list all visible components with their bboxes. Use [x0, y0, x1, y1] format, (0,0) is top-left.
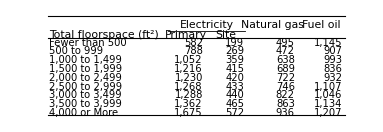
Text: Fuel oil: Fuel oil — [302, 20, 340, 30]
Text: 788: 788 — [184, 46, 203, 56]
Text: 1,500 to 1,999: 1,500 to 1,999 — [49, 64, 123, 74]
Text: 433: 433 — [226, 82, 244, 92]
Text: 932: 932 — [323, 73, 342, 83]
Text: 836: 836 — [324, 64, 342, 74]
Text: Site: Site — [216, 30, 236, 40]
Text: 993: 993 — [323, 55, 342, 65]
Text: 415: 415 — [225, 64, 244, 74]
Text: 746: 746 — [276, 82, 295, 92]
Text: 1,268: 1,268 — [174, 82, 203, 92]
Text: 472: 472 — [276, 46, 295, 56]
Text: 3,500 to 3,999: 3,500 to 3,999 — [49, 99, 122, 109]
Text: Primary: Primary — [165, 30, 207, 40]
Text: 500 to 999: 500 to 999 — [49, 46, 103, 56]
Text: 863: 863 — [276, 99, 295, 109]
Text: 495: 495 — [276, 38, 295, 48]
Text: 582: 582 — [184, 38, 203, 48]
Text: 822: 822 — [276, 90, 295, 100]
Text: 1,362: 1,362 — [174, 99, 203, 109]
Text: 1,134: 1,134 — [314, 99, 342, 109]
Text: 420: 420 — [226, 73, 244, 83]
Text: 1,207: 1,207 — [314, 108, 342, 118]
Text: 1,230: 1,230 — [174, 73, 203, 83]
Text: 269: 269 — [225, 46, 244, 56]
Text: 722: 722 — [276, 73, 295, 83]
Text: 359: 359 — [225, 55, 244, 65]
Text: 1,145: 1,145 — [314, 38, 342, 48]
Text: 199: 199 — [225, 38, 244, 48]
Text: 1,216: 1,216 — [174, 64, 203, 74]
Text: 4,000 or More: 4,000 or More — [49, 108, 118, 118]
Text: 440: 440 — [226, 90, 244, 100]
Text: 1,046: 1,046 — [314, 90, 342, 100]
Text: 1,052: 1,052 — [174, 55, 203, 65]
Text: 2,500 to 2,999: 2,500 to 2,999 — [49, 82, 123, 92]
Text: 465: 465 — [225, 99, 244, 109]
Text: 638: 638 — [276, 55, 295, 65]
Text: 1,288: 1,288 — [174, 90, 203, 100]
Text: Fewer than 500: Fewer than 500 — [49, 38, 127, 48]
Text: 936: 936 — [276, 108, 295, 118]
Text: 1,675: 1,675 — [174, 108, 203, 118]
Text: 2,000 to 2,499: 2,000 to 2,499 — [49, 73, 122, 83]
Text: 572: 572 — [225, 108, 244, 118]
Text: 1,107: 1,107 — [314, 82, 342, 92]
Text: 1,000 to 1,499: 1,000 to 1,499 — [49, 55, 122, 65]
Text: 3,000 to 3,499: 3,000 to 3,499 — [49, 90, 122, 100]
Text: Total floorspace (ft²): Total floorspace (ft²) — [49, 30, 159, 40]
Text: Natural gas: Natural gas — [241, 20, 303, 30]
Text: Electricity: Electricity — [180, 20, 234, 30]
Text: 689: 689 — [276, 64, 295, 74]
Text: 907: 907 — [323, 46, 342, 56]
